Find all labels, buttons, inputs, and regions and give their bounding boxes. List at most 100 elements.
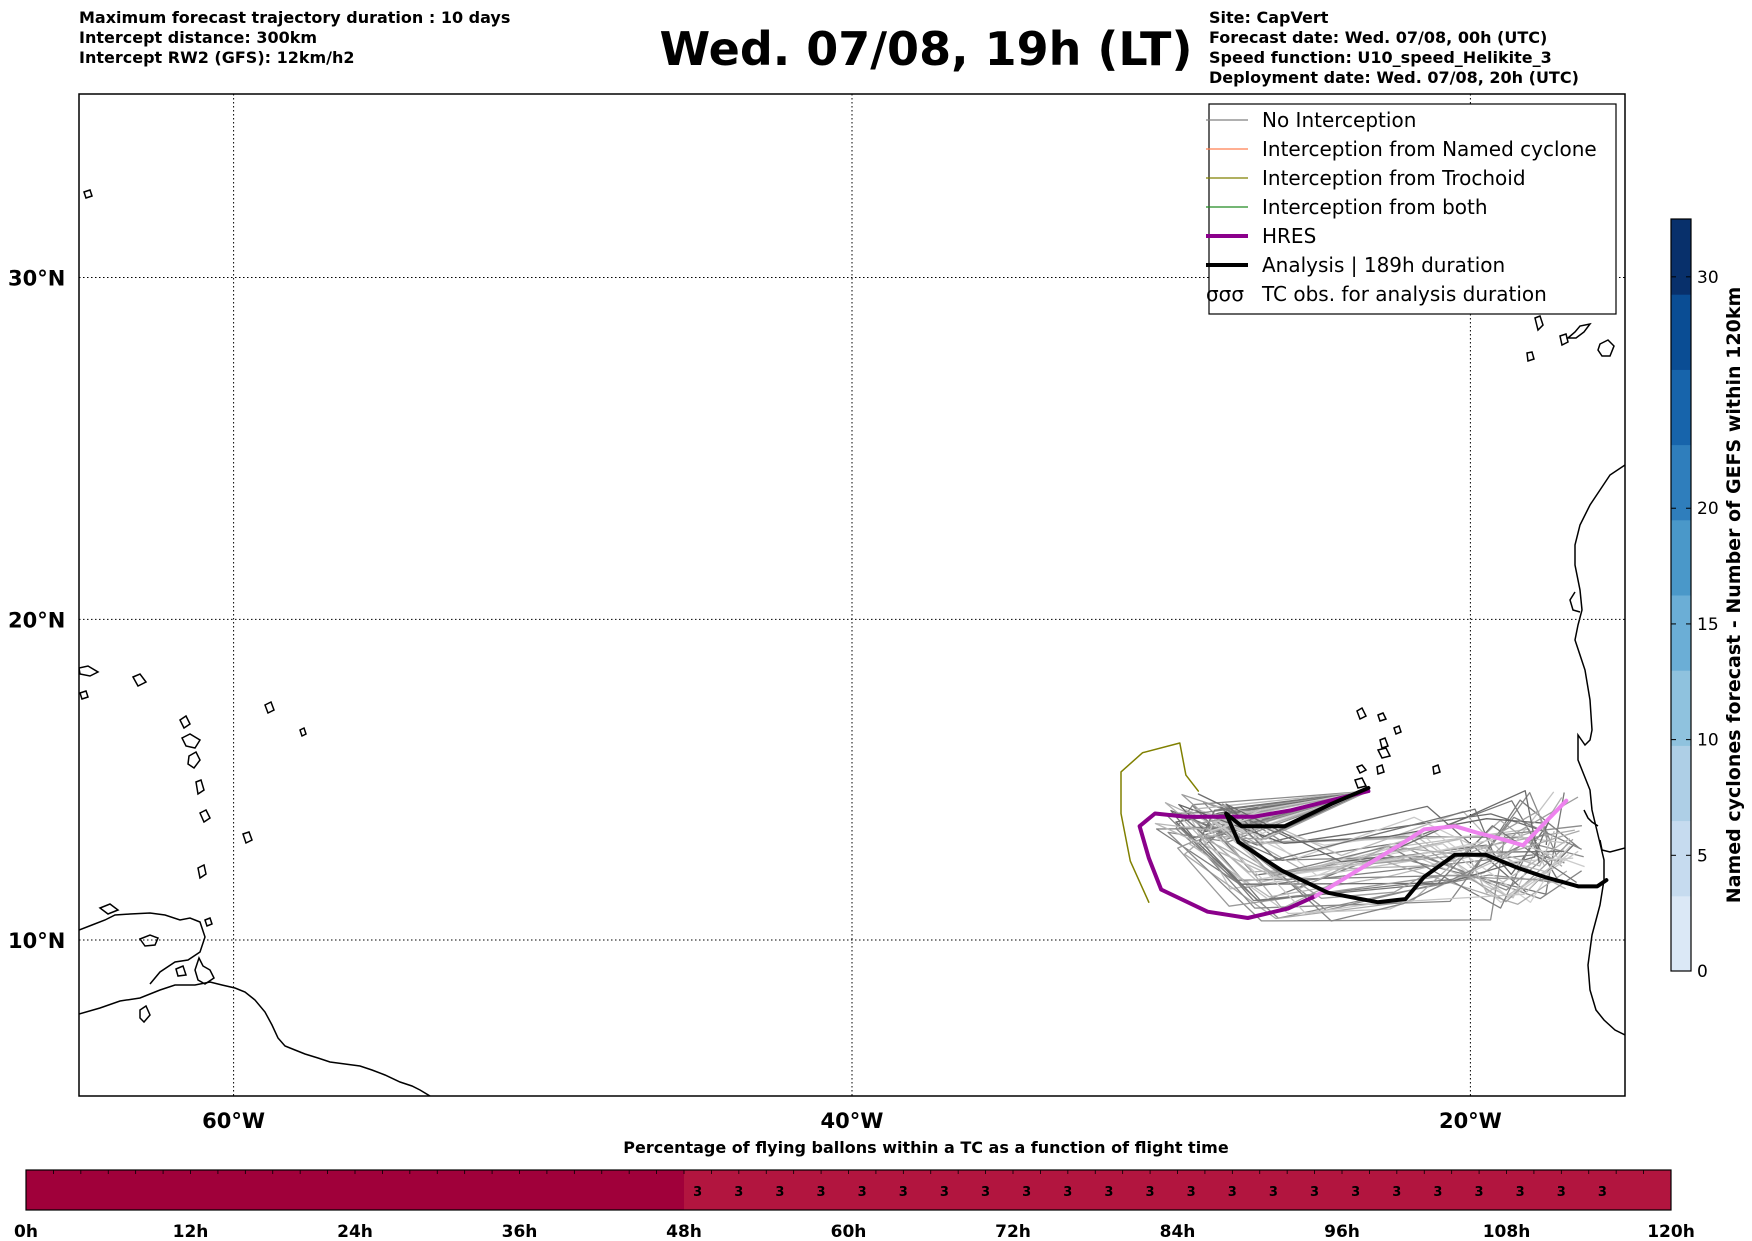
legend-label: Interception from both [1262,195,1488,219]
africa-coast [1583,809,1599,827]
canary-island [1565,322,1592,339]
time-bar-value-label: 3 [1146,1185,1155,1200]
ensemble-trajectory [1164,790,1582,882]
series-line [1224,785,1609,905]
time-bar-value-label: 3 [1433,1185,1442,1200]
caribbean-island [138,934,159,947]
africa-coast [1599,839,1625,853]
series-line [1137,789,1371,920]
time-bar-value-label: 3 [1392,1185,1401,1200]
header-right-line: Speed function: U10_speed_Helikite_3 [1209,48,1552,67]
time-bar-title: Percentage of flying ballons within a TC… [623,1138,1229,1157]
legend: No Interception Interception from Named c… [1206,103,1617,315]
cape-verde-island [1432,763,1441,775]
caribbean-island [299,726,307,738]
time-bar-value-label: 3 [940,1185,949,1200]
canary-island [1534,315,1544,332]
caribbean-island [187,750,201,770]
time-bar-tick-label: 24h [337,1222,373,1241]
caribbean-island [98,903,120,915]
header-left-line: Intercept distance: 300km [79,28,318,47]
time-bar-tick-label: 0h [14,1222,38,1241]
canary-island [1597,339,1615,357]
caribbean-island [195,778,205,796]
caribbean-island [179,714,191,730]
ensemble-trajectories [1154,790,1585,922]
colorbar-block [1671,670,1691,746]
time-bar-value-label: 3 [1310,1185,1319,1200]
caribbean-island [199,808,211,824]
time-bar-value-label: 3 [1228,1185,1237,1200]
legend-label: Interception from Named cyclone [1262,137,1597,161]
time-bar-value-label: 3 [1351,1185,1360,1200]
cape-verde-island [1393,725,1402,735]
series-lines [1120,742,1609,920]
time-bar-low-segment [684,1170,1671,1210]
africa-coast [1569,591,1581,613]
cape-verde-island [1376,763,1385,775]
caribbean-island [204,917,213,927]
caribbean-island [79,690,89,700]
legend-label: Interception from Trochoid [1262,166,1526,190]
colorbar-block [1671,895,1691,972]
ensemble-trajectory [1178,790,1545,844]
caribbean-island [180,733,202,749]
ensemble-trajectory [1177,790,1563,907]
caribbean-island [131,673,148,687]
colorbar-tick-label: 5 [1697,846,1708,866]
time-bar-value-label: 3 [1269,1185,1278,1200]
cape-verde-island [1356,706,1368,721]
time-bar: 3 3 3 3 3 3 3 3 3 3 3 3 3 3 3 3 3 3 3 3 3 3 3 0h 12h 24h 36h 48h 60… [14,1169,1695,1241]
colorbar-block [1671,820,1691,897]
colorbar-tick-label: 15 [1697,615,1719,635]
caribbean-island [197,863,207,880]
legend-label: No Interception [1262,108,1416,132]
cape-verde-island [1354,777,1368,789]
colorbar-block [1671,219,1691,295]
caribbean-island [79,665,100,677]
colorbar-tick-label: 0 [1697,962,1708,982]
cape-verde-island [1355,764,1368,775]
legend-box [1208,103,1617,315]
ensemble-trajectory [1222,790,1571,914]
header-left-line: Intercept RW2 (GFS): 12km/h2 [79,48,355,67]
ensemble-trajectory [1225,790,1540,863]
ensemble-trajectory [1181,790,1579,874]
caribbean-island [242,831,253,845]
time-bar-frame [25,1169,1672,1211]
header-right-line: Site: CapVert [1209,8,1329,27]
header-right: Site: CapVert Forecast date: Wed. 07/08,… [1209,8,1579,88]
south-america-coast [79,981,431,1096]
ensemble-trajectory [1229,790,1569,903]
time-bar-value-label: 3 [1557,1185,1566,1200]
time-bar-tick-label: 120h [1647,1222,1695,1241]
canary-island [1559,333,1569,347]
canary-island [1526,351,1535,363]
time-bar-value-label: 3 [981,1185,990,1200]
colorbar-block [1671,444,1691,521]
colorbar-frame [1670,218,1692,972]
africa-coast [1574,464,1625,1036]
time-bar-value-label: 3 [1104,1185,1113,1200]
time-bar-value-label: 3 [1187,1185,1196,1200]
lon-tick-label: 20°W [1439,1109,1502,1133]
ensemble-trajectory [1231,790,1549,899]
lon-tick-label: 60°W [202,1109,265,1133]
colorbar-tick-label: 10 [1697,731,1719,751]
time-bar-tick-label: 12h [173,1222,209,1241]
cape-verde-island [1376,747,1392,759]
ensemble-trajectory [1199,790,1577,902]
lat-tick-label: 10°N [8,929,65,953]
colorbar-block [1671,519,1691,596]
time-bar-tick-label: 96h [1324,1222,1360,1241]
time-bar-value-label: 3 [1022,1185,1031,1200]
colorbar-block [1671,595,1691,671]
time-bar-tick-label: 108h [1483,1222,1531,1241]
colorbar: 0 5 10 15 20 30 Named cyclones forecast - Num… [1670,218,1745,982]
time-bar-value-label: 3 [899,1185,908,1200]
colorbar-tick-label: 30 [1697,268,1719,288]
time-bar-tick-label: 84h [1160,1222,1196,1241]
header-left-line: Maximum forecast trajectory duration : 1… [79,8,511,27]
time-bar-value-label: 3 [693,1185,702,1200]
